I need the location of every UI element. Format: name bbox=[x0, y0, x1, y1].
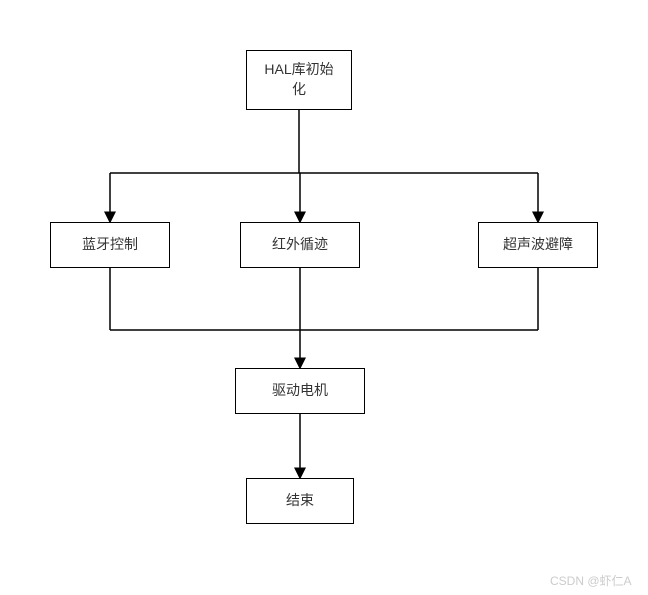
node-label: 红外循迹 bbox=[272, 235, 328, 255]
node-label: 结束 bbox=[286, 491, 314, 511]
node-init: HAL库初始化 bbox=[246, 50, 352, 110]
watermark-text: CSDN @虾仁A bbox=[550, 572, 632, 589]
node-label: HAL库初始化 bbox=[264, 60, 333, 99]
node-label: 驱动电机 bbox=[272, 381, 328, 401]
node-label: 蓝牙控制 bbox=[82, 235, 138, 255]
node-end: 结束 bbox=[246, 478, 354, 524]
node-motor: 驱动电机 bbox=[235, 368, 365, 414]
node-infrared: 红外循迹 bbox=[240, 222, 360, 268]
node-ultrasonic: 超声波避障 bbox=[478, 222, 598, 268]
node-label: 超声波避障 bbox=[503, 235, 573, 255]
node-bluetooth: 蓝牙控制 bbox=[50, 222, 170, 268]
